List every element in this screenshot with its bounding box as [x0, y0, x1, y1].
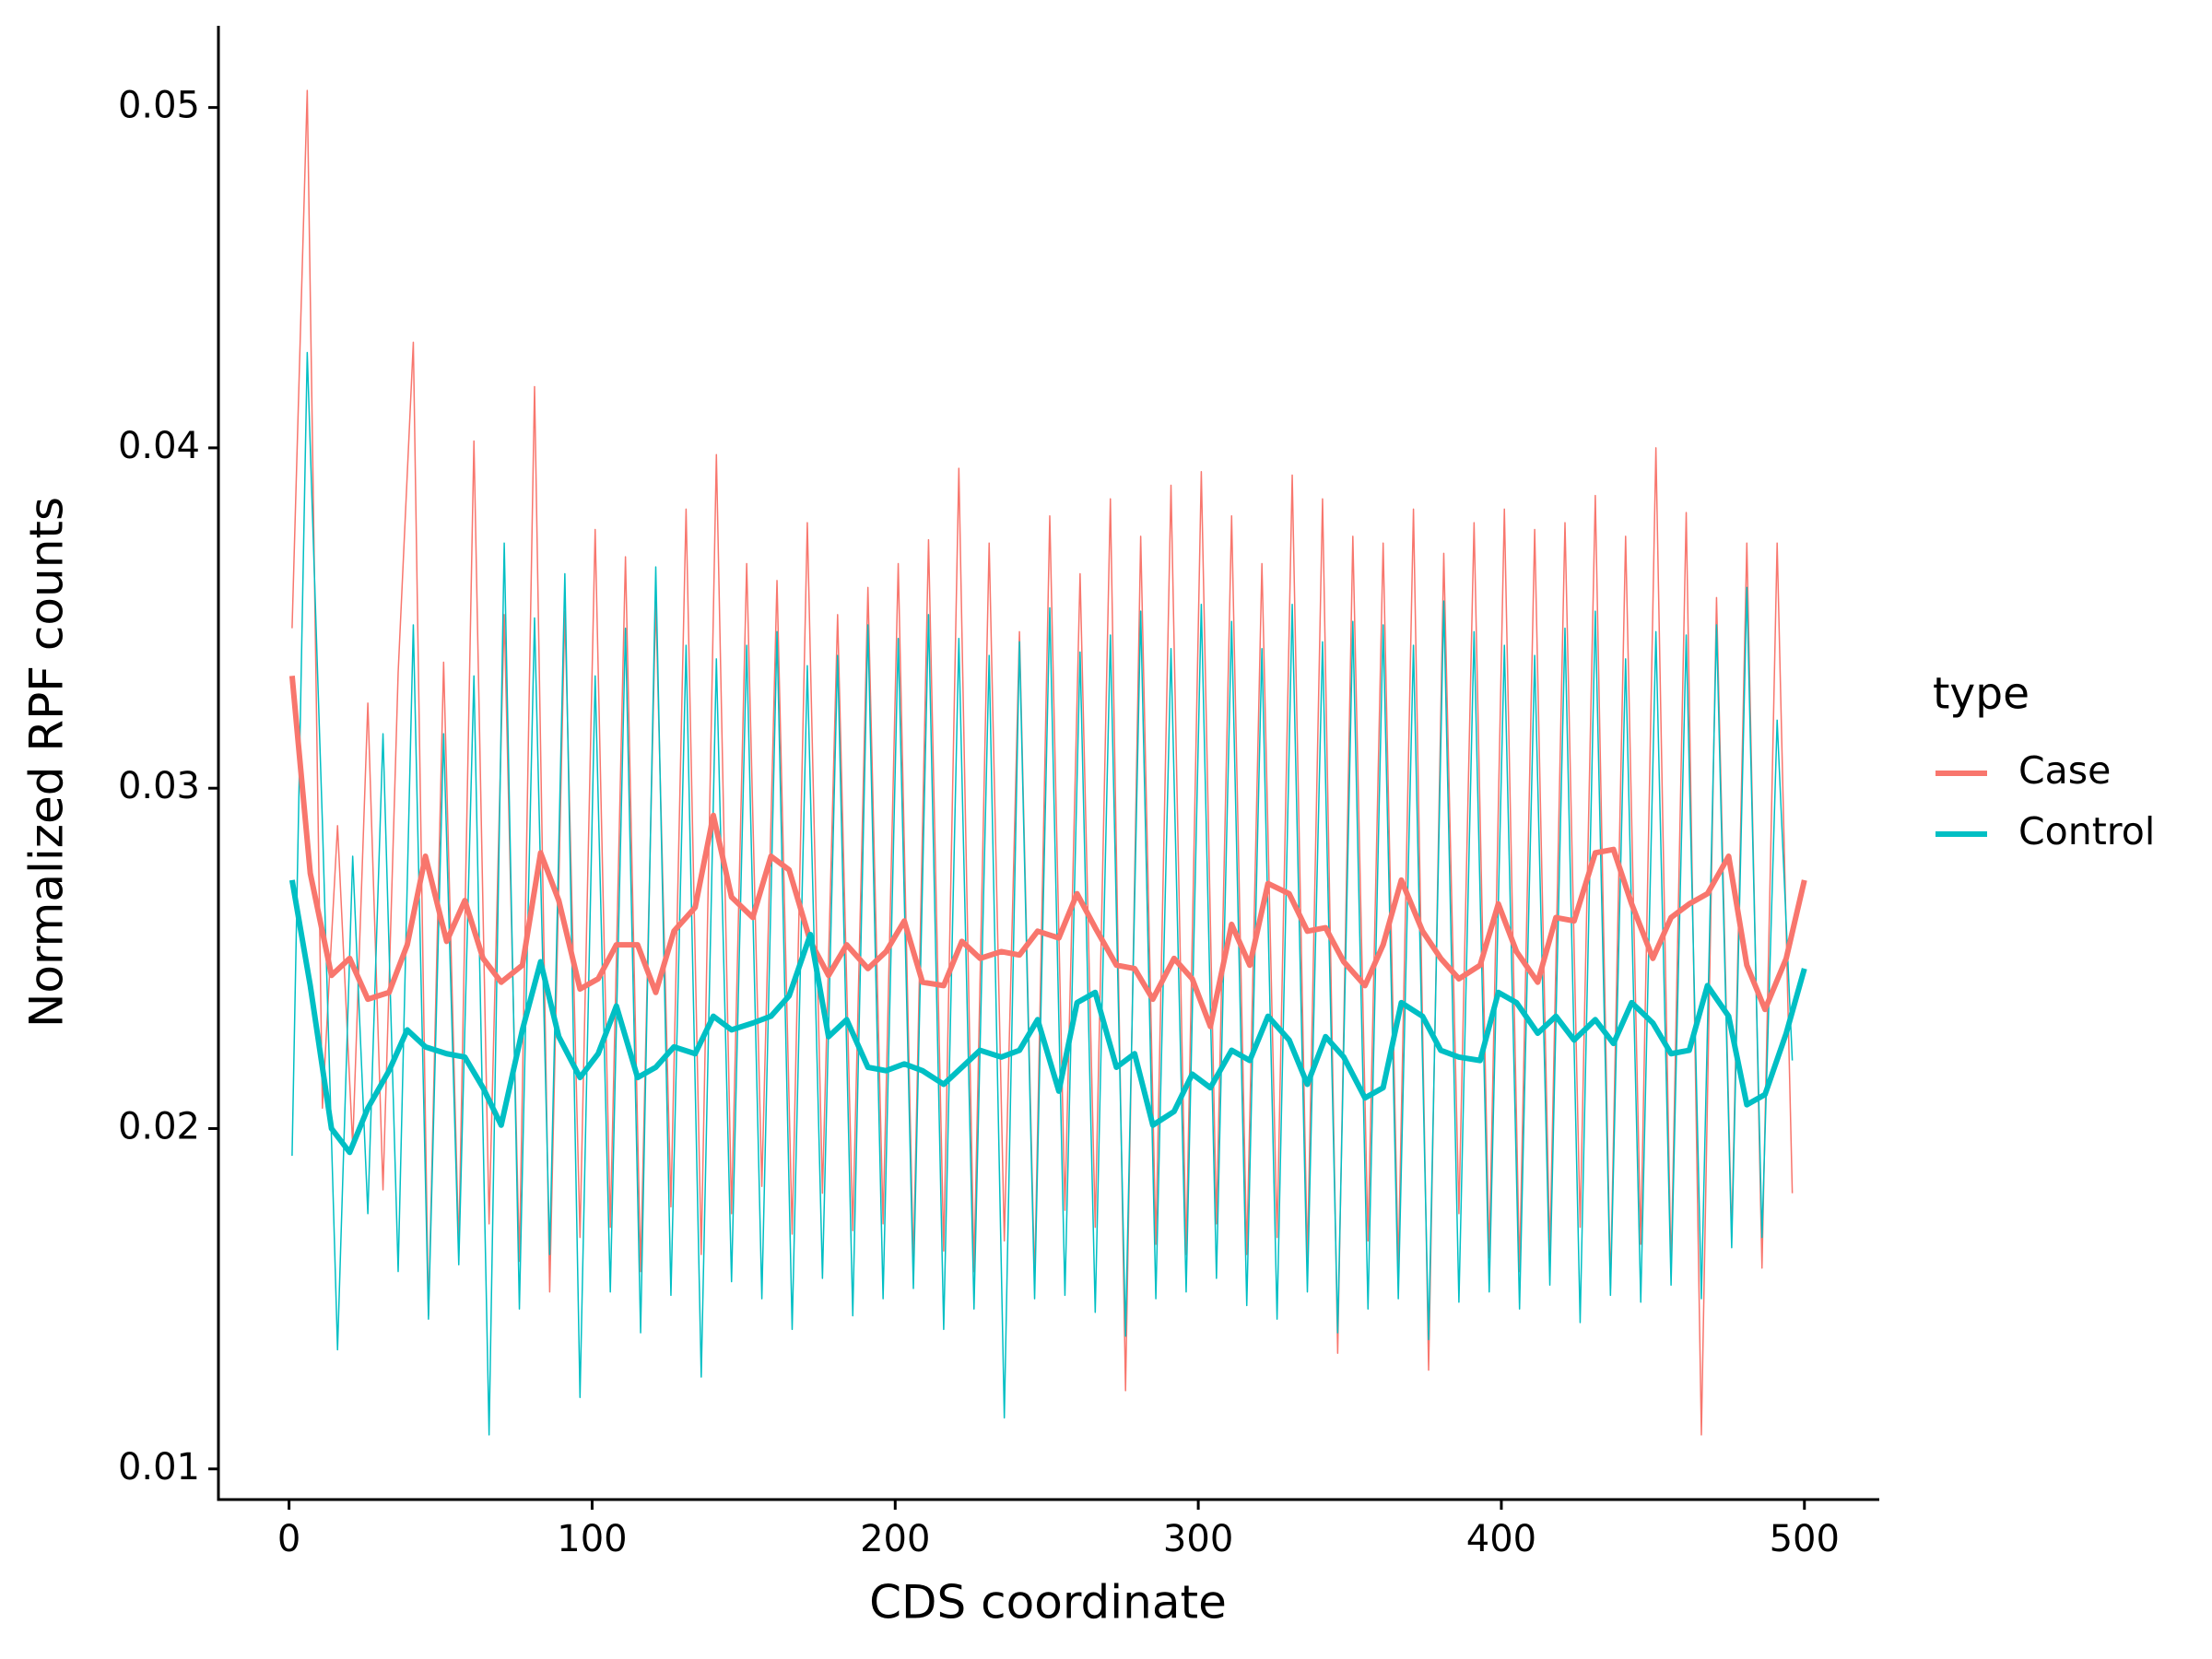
x-tick-label: 400: [1466, 1518, 1536, 1560]
x-tick-label: 100: [557, 1518, 627, 1560]
legend-label: Case: [2018, 748, 2111, 793]
x-tick-label: 500: [1770, 1518, 1840, 1560]
y-tick-label: 0.01: [118, 1446, 200, 1488]
plot-area: [288, 89, 1807, 1436]
y-tick-label: 0.03: [118, 765, 200, 807]
y-axis-title: Normalized RPF counts: [20, 497, 74, 1028]
smooth-line: [288, 676, 1807, 1030]
smooth-line: [288, 879, 1807, 1156]
x-tick-label: 0: [277, 1518, 300, 1560]
y-tick-label: 0.02: [118, 1105, 200, 1147]
x-tick-label: 200: [860, 1518, 930, 1560]
y-tick-label: 0.04: [118, 425, 200, 467]
legend-label: Control: [2018, 809, 2155, 853]
y-tick-label: 0.05: [118, 85, 200, 127]
x-axis-title: CDS coordinate: [869, 1576, 1227, 1630]
legend-title: type: [1933, 669, 2030, 720]
x-tick-label: 300: [1163, 1518, 1233, 1560]
raw-line: [291, 89, 1794, 1436]
